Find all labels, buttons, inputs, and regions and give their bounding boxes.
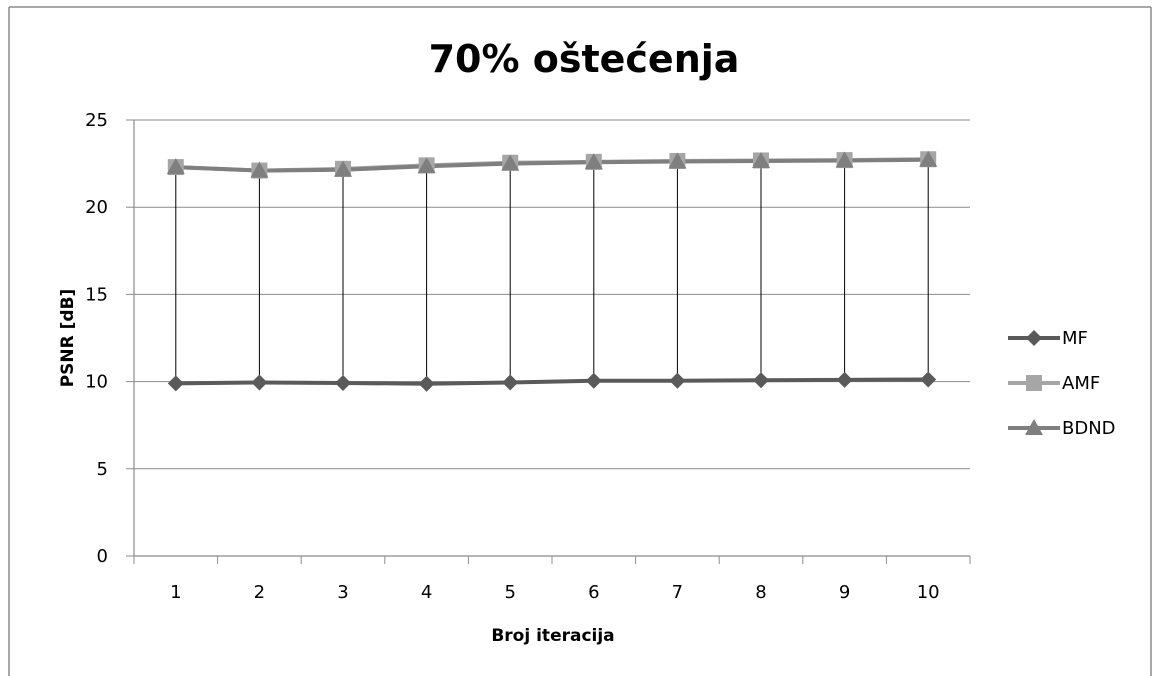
marker-mf	[669, 372, 686, 389]
legend: MF AMF BDND	[1008, 328, 1116, 439]
marker-bdnd	[668, 152, 687, 169]
x-tick-label: 8	[755, 582, 766, 603]
y-tick-label: 15	[85, 284, 108, 305]
legend-label-amf: AMF	[1062, 373, 1100, 394]
x-tick-label: 2	[254, 582, 265, 603]
marker-bdnd	[835, 151, 854, 168]
x-tick-label: 1	[170, 582, 181, 603]
marker-mf	[585, 372, 602, 389]
x-axis-title: Broj iteracija	[491, 626, 614, 646]
x-tick-label: 3	[337, 582, 348, 603]
marker-bdnd	[752, 151, 770, 168]
x-tick-label: 5	[504, 582, 515, 603]
series-lines	[175, 157, 929, 386]
x-tick-label: 7	[672, 582, 683, 603]
y-tick-label: 20	[85, 197, 108, 218]
y-tick-labels: 0 5 10 15 20 25	[85, 110, 108, 567]
y-tick-label: 25	[85, 110, 108, 131]
x-tick-labels: 1 2 3 4 5 6 7 8 9 10	[170, 582, 940, 603]
marker-bdnd	[166, 158, 185, 175]
y-tick-label: 5	[97, 459, 108, 480]
marker-bdnd	[417, 157, 436, 174]
x-tick-label: 6	[588, 582, 599, 603]
x-tick-label: 4	[421, 582, 432, 603]
marker-bdnd	[584, 153, 603, 170]
y-tick-label: 10	[85, 372, 108, 393]
marker-bdnd	[919, 150, 938, 167]
marker-bdnd	[334, 160, 352, 177]
marker-mf	[418, 375, 435, 392]
marker-mf	[335, 374, 351, 391]
x-tick-label: 9	[839, 582, 850, 603]
marker-mf	[502, 374, 519, 391]
legend-label-mf: MF	[1062, 328, 1088, 349]
legend-marker-amf	[1026, 375, 1042, 391]
series-line-mf	[175, 377, 929, 386]
y-tick-label: 0	[97, 546, 108, 567]
y-axis-title: PSNR [dB]	[58, 289, 78, 388]
legend-marker-mf	[1026, 330, 1042, 346]
marker-mf	[251, 374, 268, 391]
marker-mf	[920, 371, 937, 388]
chart-title: 70% oštećenja	[429, 37, 740, 81]
marker-mf	[753, 372, 769, 389]
x-tick-label: 10	[917, 582, 940, 603]
marker-mf	[836, 371, 853, 388]
series-markers	[166, 150, 938, 392]
legend-marker-bdnd	[1025, 419, 1043, 435]
legend-label-bdnd: BDND	[1062, 418, 1116, 439]
axes	[126, 119, 971, 564]
series-line-bdnd	[175, 157, 929, 173]
marker-bdnd	[250, 161, 269, 178]
marker-bdnd	[501, 154, 520, 171]
high-low-lines	[175, 159, 929, 384]
marker-mf	[167, 375, 184, 392]
